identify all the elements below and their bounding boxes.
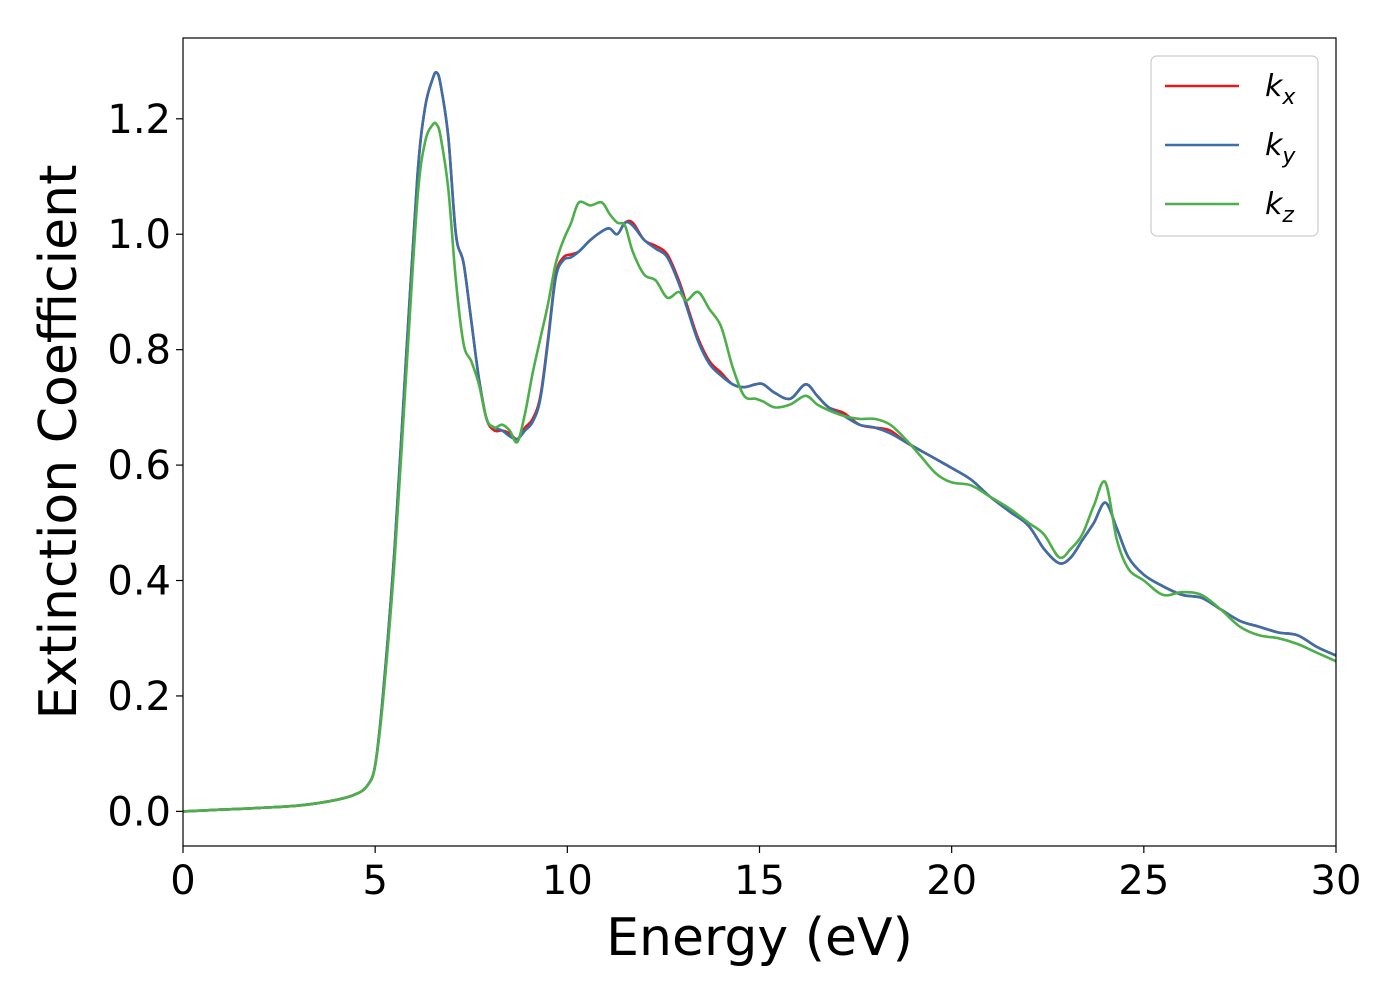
y-tick-label: 1.2 [107, 97, 171, 143]
series-layer [183, 71, 1336, 813]
legend-label-x: kx [1265, 69, 1296, 110]
series-line-y [183, 71, 1336, 813]
x-tick-label: 10 [542, 858, 593, 904]
x-axis-ticks: 0 5 10 15 20 25 30 [170, 846, 1361, 904]
legend-label-subscript: y [1281, 144, 1296, 169]
x-tick-label: 30 [1311, 858, 1362, 904]
x-tick-label: 20 [926, 858, 977, 904]
legend-label-main: k [1265, 69, 1284, 104]
legend-label-y: ky [1265, 128, 1296, 169]
y-axis-title: Extinction Coefficient [29, 165, 89, 720]
y-tick-label: 0.0 [107, 789, 171, 835]
x-tick-label: 0 [170, 858, 195, 904]
y-tick-label: 0.4 [107, 559, 171, 605]
legend-label-main: k [1265, 128, 1284, 163]
legend-label-subscript: x [1281, 85, 1296, 110]
y-tick-label: 0.8 [107, 328, 171, 374]
legend-label-subscript: z [1281, 203, 1294, 228]
legend-label-z: kz [1265, 187, 1294, 228]
legend-label-main: k [1265, 187, 1284, 222]
x-tick-label: 15 [734, 858, 785, 904]
y-tick-label: 0.2 [107, 674, 171, 720]
y-axis-ticks: 0.0 0.2 0.4 0.6 0.8 1.0 1.2 [107, 97, 183, 835]
y-tick-label: 0.6 [107, 443, 171, 489]
x-tick-label: 5 [362, 858, 387, 904]
y-tick-label: 1.0 [107, 212, 171, 258]
x-tick-label: 25 [1118, 858, 1169, 904]
x-axis-title: Energy (eV) [606, 908, 913, 968]
series-line-z [183, 121, 1336, 813]
